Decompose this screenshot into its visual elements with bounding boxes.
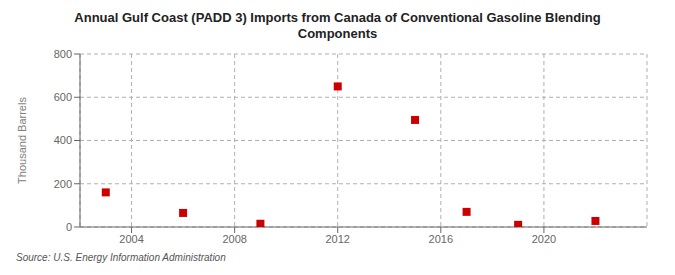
svg-text:400: 400	[54, 134, 72, 146]
svg-text:2004: 2004	[119, 233, 143, 245]
svg-text:2020: 2020	[532, 233, 556, 245]
svg-text:2012: 2012	[325, 233, 349, 245]
html-text:Components: Components	[297, 26, 378, 41]
html-text:Source: U.S. Energy Informatio: Source: U.S. Energy Information Administ…	[16, 252, 226, 263]
svg-text:2008: 2008	[222, 233, 246, 245]
svg-text:800: 800	[54, 48, 72, 60]
html-text:Annual Gulf Coast (PADD 3) Imp: Annual Gulf Coast (PADD 3) Imports from …	[74, 10, 601, 25]
svg-text:600: 600	[54, 91, 72, 103]
svg-text:200: 200	[54, 178, 72, 190]
svg-text:0: 0	[66, 221, 72, 233]
svg-text:Thousand Barrels: Thousand Barrels	[16, 97, 28, 184]
svg-text:2016: 2016	[429, 233, 453, 245]
